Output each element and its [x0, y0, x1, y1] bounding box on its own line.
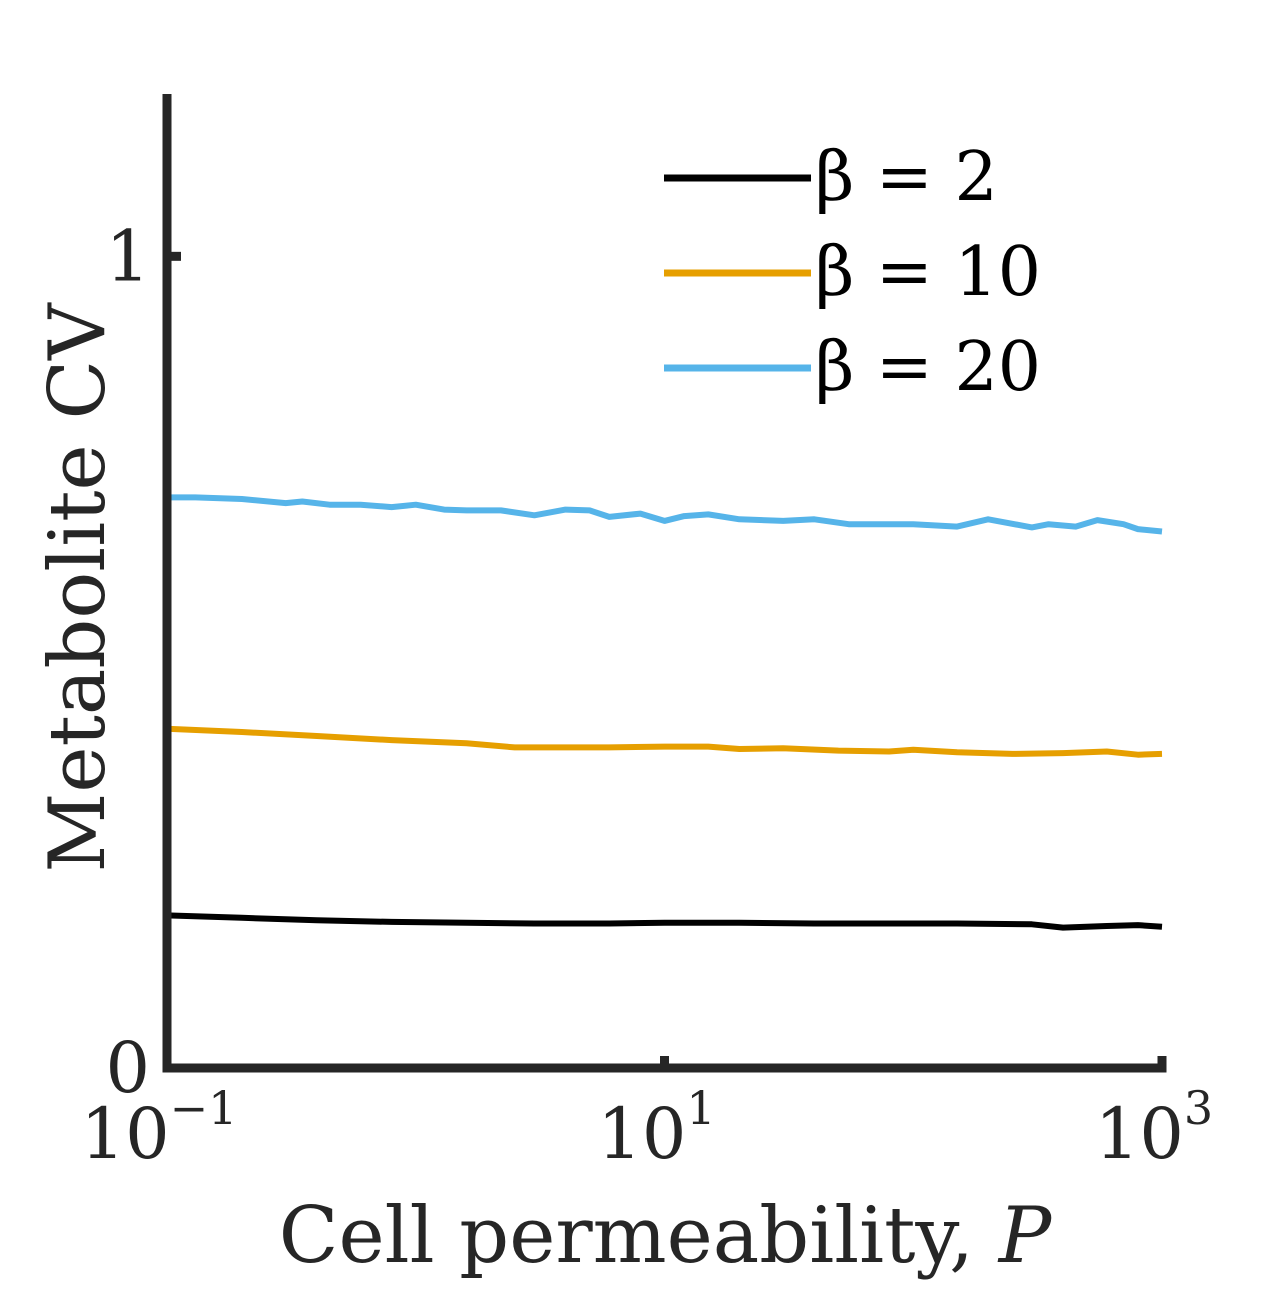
legend-label-3: β = 20: [815, 328, 1041, 407]
legend-label-1: β = 2: [815, 138, 998, 217]
x-tick-base: 10: [597, 1093, 686, 1175]
x-axis-label-variable: P: [997, 1191, 1053, 1281]
y-tick-label-2: 1: [105, 215, 150, 297]
x-axis-label-text: Cell permeability,: [279, 1191, 999, 1281]
series-line-3: [167, 494, 1163, 535]
x-tick-label-3: 103: [1095, 1081, 1213, 1175]
x-axis-label: Cell permeability, P: [279, 1191, 1053, 1281]
legend: β = 2 β = 10 β = 20: [664, 138, 1041, 407]
x-tick-label-1: 10−1: [81, 1081, 238, 1175]
x-tick-base: 10: [1095, 1093, 1184, 1175]
y-tick-label-1: 0: [105, 1027, 150, 1109]
x-tick-exponent: 3: [1184, 1081, 1213, 1135]
series-line-1: [166, 912, 1163, 931]
series-layer: [166, 494, 1163, 931]
x-tick-exponent: −1: [170, 1081, 238, 1135]
y-axis-label: Metabolite CV: [33, 302, 123, 873]
x-tick-base: 10: [81, 1093, 170, 1175]
x-tick-exponent: 1: [686, 1081, 715, 1135]
legend-label-2: β = 10: [815, 233, 1041, 312]
series-line-2: [166, 725, 1163, 758]
x-tick-label-2: 101: [597, 1081, 715, 1175]
